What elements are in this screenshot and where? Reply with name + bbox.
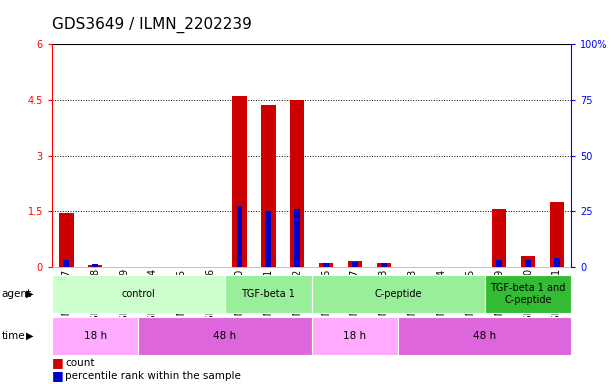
Bar — [261, 106, 276, 267]
Bar — [492, 209, 507, 267]
Bar — [398, 317, 571, 355]
Bar — [348, 261, 362, 267]
Bar — [290, 100, 304, 267]
Bar — [236, 206, 243, 267]
Text: TGF-beta 1: TGF-beta 1 — [241, 289, 295, 299]
Text: C-peptide: C-peptide — [375, 289, 422, 299]
Bar — [92, 264, 98, 267]
Bar — [323, 263, 329, 267]
Text: agent: agent — [1, 289, 31, 299]
Text: percentile rank within the sample: percentile rank within the sample — [65, 371, 241, 381]
Bar — [381, 263, 387, 267]
Bar — [550, 202, 564, 267]
Text: ■: ■ — [52, 356, 64, 369]
Text: ▶: ▶ — [26, 331, 33, 341]
Bar — [64, 260, 69, 267]
Text: 18 h: 18 h — [343, 331, 367, 341]
Text: control: control — [122, 289, 155, 299]
Bar — [139, 317, 312, 355]
Text: GDS3649 / ILMN_2202239: GDS3649 / ILMN_2202239 — [52, 17, 252, 33]
Text: count: count — [65, 358, 95, 368]
Bar — [295, 209, 300, 267]
Bar — [225, 275, 312, 313]
Bar — [485, 275, 571, 313]
Text: TGF-beta 1 and
C-peptide: TGF-beta 1 and C-peptide — [490, 283, 566, 305]
Text: 18 h: 18 h — [84, 331, 107, 341]
Bar — [376, 263, 391, 267]
Bar — [319, 263, 333, 267]
Text: 48 h: 48 h — [473, 331, 496, 341]
Bar — [525, 260, 531, 267]
Text: ■: ■ — [52, 369, 64, 382]
Text: ▶: ▶ — [26, 289, 33, 299]
Bar — [312, 275, 485, 313]
Bar — [232, 96, 247, 267]
Text: 48 h: 48 h — [213, 331, 236, 341]
Bar — [312, 317, 398, 355]
Bar — [554, 258, 560, 267]
Bar — [59, 213, 73, 267]
Bar — [52, 275, 225, 313]
Bar — [88, 265, 103, 267]
Bar — [496, 260, 502, 267]
Bar — [52, 317, 139, 355]
Bar — [521, 256, 535, 267]
Bar — [265, 211, 271, 267]
Bar — [352, 262, 358, 267]
Text: time: time — [1, 331, 25, 341]
